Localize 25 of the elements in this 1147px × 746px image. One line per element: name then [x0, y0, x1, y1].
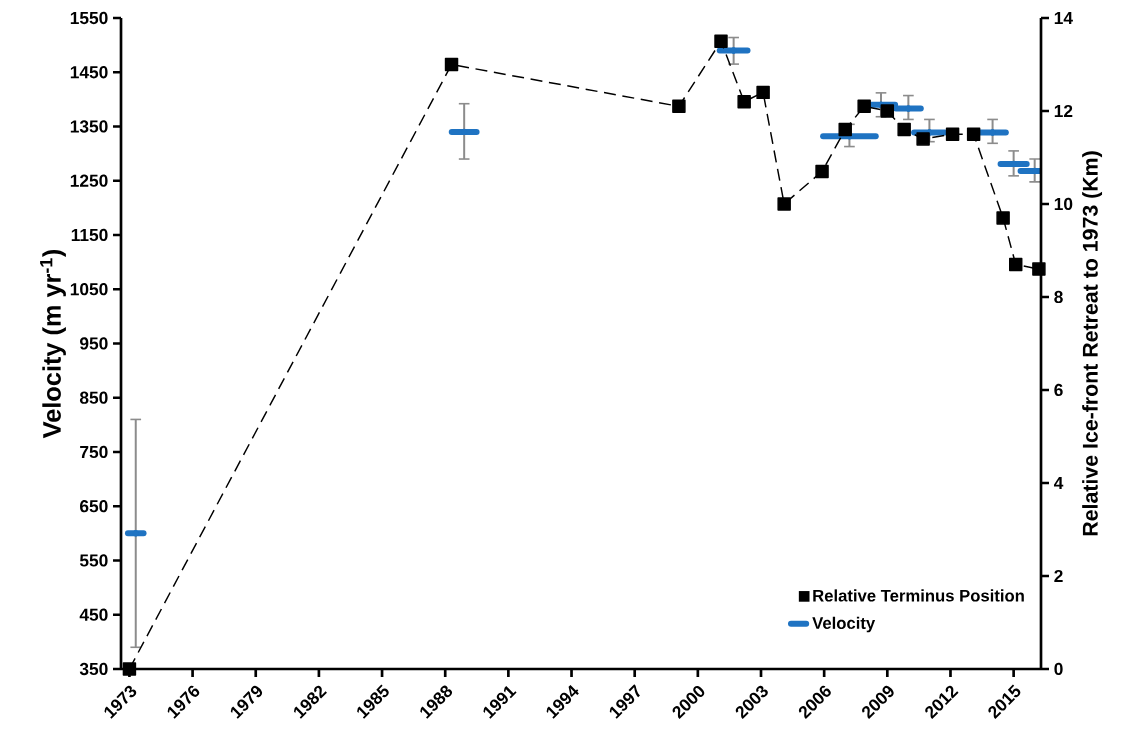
y2-tick-label: 6: [1054, 383, 1063, 397]
y2-tick-label: 8: [1054, 290, 1063, 304]
y-tick-label: 1150: [71, 228, 108, 242]
y-axis-title: Velocity (m yr$^{-1}$): [40, 249, 66, 439]
y2-axis-title: Relative Ice-front Retreat to 1973 (Km): [1082, 151, 1103, 536]
y2-tick-label: 12: [1054, 104, 1073, 118]
y-tick-label: 950: [79, 337, 108, 350]
legend-label: Relative Terminus Position: [813, 589, 1024, 602]
y-tick-label: 550: [79, 554, 108, 567]
y2-tick-label: 4: [1053, 477, 1064, 489]
y2-tick-label: 2: [1054, 569, 1063, 583]
y-tick-label: 650: [80, 500, 108, 513]
y-tick-label: 1350: [70, 120, 108, 133]
y-tick-label: 1050: [70, 283, 108, 296]
y2-tick-label: 0: [1054, 662, 1063, 676]
y-tick-label: 850: [79, 391, 108, 404]
y2-tick-label: 14: [1054, 12, 1073, 24]
y-tick-label: 750: [80, 445, 108, 459]
legend-label: Velocity: [812, 616, 876, 633]
y-tick-label: 1450: [70, 66, 108, 79]
y-tick-label: 350: [79, 662, 108, 676]
y2-tick-label: 10: [1054, 197, 1073, 211]
y-tick-label: 1550: [70, 11, 108, 25]
y-tick-label: 450: [79, 608, 108, 621]
y-tick-label: 1250: [70, 174, 108, 187]
